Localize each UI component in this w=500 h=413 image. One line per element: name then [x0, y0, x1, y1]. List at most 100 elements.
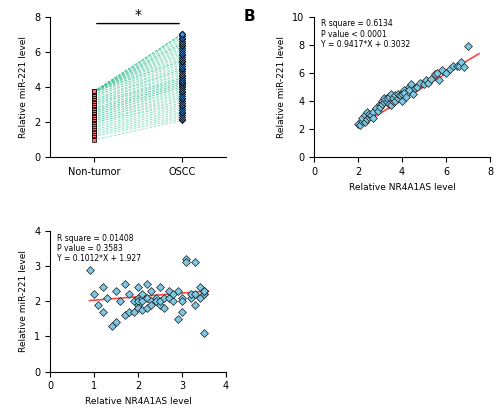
- Point: [448, 62, 456, 69]
- Point: [438, 67, 446, 74]
- Point: [200, 291, 208, 297]
- Point: [426, 75, 434, 82]
- Point: [178, 70, 186, 76]
- Point: [178, 34, 186, 41]
- Point: [178, 115, 186, 122]
- Point: [178, 89, 186, 95]
- Point: [360, 112, 368, 119]
- Point: [178, 57, 186, 64]
- Point: [94, 301, 102, 308]
- Point: [90, 119, 98, 126]
- Point: [178, 298, 186, 304]
- Point: [200, 287, 208, 294]
- Point: [147, 298, 155, 304]
- Point: [372, 105, 380, 112]
- Point: [90, 93, 98, 99]
- Point: [178, 47, 186, 53]
- Point: [400, 86, 408, 93]
- Point: [138, 298, 146, 304]
- Point: [90, 112, 98, 119]
- Point: [178, 31, 186, 38]
- Point: [160, 294, 168, 301]
- Point: [191, 259, 199, 266]
- Text: B: B: [244, 9, 255, 24]
- Point: [108, 323, 116, 329]
- Point: [178, 40, 186, 46]
- Point: [407, 81, 415, 88]
- Point: [90, 115, 98, 122]
- Point: [90, 88, 98, 95]
- Point: [90, 88, 98, 95]
- Point: [178, 73, 186, 80]
- Point: [178, 31, 186, 38]
- Point: [121, 280, 129, 287]
- Point: [143, 280, 151, 287]
- Point: [191, 301, 199, 308]
- Point: [178, 78, 186, 85]
- Point: [152, 298, 160, 304]
- Point: [178, 55, 186, 62]
- Point: [90, 110, 98, 117]
- Point: [99, 309, 107, 315]
- Point: [380, 95, 388, 102]
- Point: [382, 99, 390, 106]
- Point: [385, 94, 393, 100]
- Point: [178, 66, 186, 73]
- Point: [458, 58, 466, 65]
- Point: [370, 109, 378, 116]
- Point: [178, 77, 186, 83]
- Point: [178, 117, 186, 124]
- Point: [363, 116, 371, 123]
- Point: [90, 130, 98, 136]
- Point: [112, 319, 120, 326]
- Point: [90, 96, 98, 102]
- Point: [178, 80, 186, 87]
- Point: [152, 294, 160, 301]
- Point: [90, 88, 98, 95]
- Point: [90, 88, 98, 95]
- Point: [414, 84, 422, 90]
- Point: [90, 119, 98, 126]
- Point: [90, 133, 98, 140]
- Point: [411, 85, 419, 92]
- Text: *: *: [134, 8, 141, 22]
- Text: R square = 0.01408
P value = 0.3583
Y = 0.1012*X + 1.927: R square = 0.01408 P value = 0.3583 Y = …: [57, 234, 141, 263]
- Point: [90, 88, 98, 95]
- Point: [178, 52, 186, 59]
- Point: [165, 287, 173, 294]
- Point: [178, 103, 186, 110]
- Point: [424, 79, 432, 86]
- Point: [178, 309, 186, 315]
- Point: [358, 118, 366, 124]
- Y-axis label: Relative miR-221 level: Relative miR-221 level: [20, 250, 28, 352]
- Point: [90, 131, 98, 138]
- Point: [90, 98, 98, 104]
- Point: [160, 305, 168, 311]
- Point: [400, 89, 408, 96]
- Point: [90, 88, 98, 95]
- Point: [360, 119, 368, 126]
- Point: [178, 33, 186, 39]
- Point: [147, 287, 155, 294]
- Point: [138, 307, 146, 313]
- Point: [178, 36, 186, 43]
- Point: [398, 98, 406, 104]
- Point: [143, 294, 151, 301]
- Point: [464, 43, 472, 50]
- Point: [156, 298, 164, 304]
- Point: [134, 284, 142, 290]
- Point: [178, 68, 186, 74]
- Point: [178, 62, 186, 69]
- Point: [178, 101, 186, 108]
- Point: [178, 84, 186, 90]
- Point: [90, 108, 98, 115]
- Point: [112, 287, 120, 294]
- Point: [178, 78, 186, 85]
- Point: [116, 298, 124, 304]
- Point: [134, 301, 142, 308]
- Point: [165, 294, 173, 301]
- Point: [387, 102, 395, 109]
- Point: [178, 105, 186, 112]
- Point: [169, 298, 177, 304]
- Point: [99, 284, 107, 290]
